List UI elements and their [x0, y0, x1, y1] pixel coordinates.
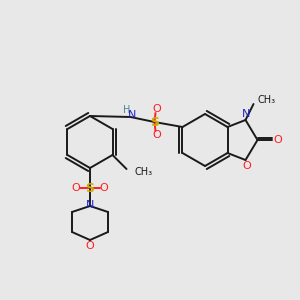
Text: O: O	[152, 130, 161, 140]
Text: S: S	[85, 182, 94, 194]
Text: O: O	[152, 104, 161, 114]
Text: O: O	[100, 183, 108, 193]
Text: N: N	[242, 109, 251, 119]
Text: O: O	[85, 241, 94, 251]
Text: S: S	[150, 116, 159, 128]
Text: H: H	[123, 105, 130, 115]
Text: O: O	[273, 135, 282, 145]
Text: N: N	[128, 110, 137, 120]
Text: O: O	[242, 161, 251, 171]
Text: CH₃: CH₃	[257, 95, 276, 105]
Text: CH₃: CH₃	[134, 167, 153, 177]
Text: O: O	[72, 183, 80, 193]
Text: N: N	[86, 200, 94, 210]
